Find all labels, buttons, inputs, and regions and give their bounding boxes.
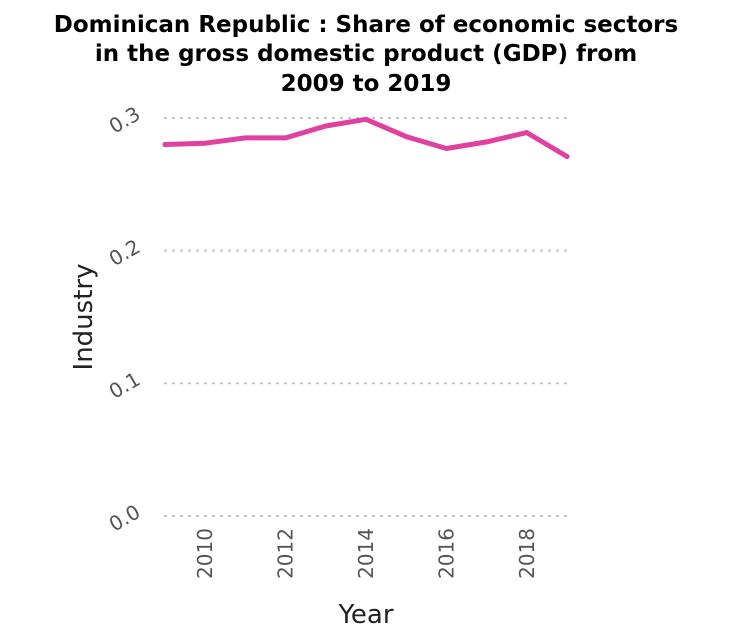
x-tick-label: 2014 bbox=[354, 528, 378, 579]
data-point bbox=[484, 139, 490, 145]
chart-title-line-3: 2009 to 2019 bbox=[281, 71, 452, 97]
data-point bbox=[363, 116, 369, 122]
y-axis-label: Industry bbox=[69, 264, 99, 371]
gridlines bbox=[164, 117, 568, 517]
data-point bbox=[403, 134, 409, 140]
data-point bbox=[443, 146, 449, 152]
data-point bbox=[283, 135, 289, 141]
chart-title-line-2: in the gross domestic product (GDP) from bbox=[95, 41, 637, 67]
data-point bbox=[564, 153, 570, 159]
x-tick-label: 2018 bbox=[515, 528, 539, 579]
chart-title: Dominican Republic : Share of economic s… bbox=[54, 12, 678, 97]
data-point bbox=[524, 130, 530, 136]
data-point bbox=[202, 140, 208, 146]
chart-title-line-1: Dominican Republic : Share of economic s… bbox=[54, 12, 678, 38]
x-tick-label: 2010 bbox=[193, 528, 217, 579]
x-axis-ticks: 2010 2012 2014 2016 2018 bbox=[193, 528, 539, 579]
x-tick-label: 2016 bbox=[434, 528, 458, 579]
plot-area bbox=[162, 116, 570, 159]
y-tick-label: 0.0 bbox=[105, 500, 145, 537]
series-line bbox=[162, 116, 570, 159]
x-axis-label: Year bbox=[337, 600, 393, 630]
y-axis-ticks: 0.0 0.1 0.2 0.3 bbox=[105, 102, 145, 537]
data-point bbox=[242, 135, 248, 141]
y-tick-label: 0.1 bbox=[105, 367, 145, 404]
y-tick-label: 0.2 bbox=[105, 234, 145, 271]
x-tick-label: 2012 bbox=[274, 528, 298, 579]
data-point bbox=[323, 123, 329, 129]
data-point bbox=[162, 142, 168, 148]
y-tick-label: 0.3 bbox=[105, 102, 145, 139]
